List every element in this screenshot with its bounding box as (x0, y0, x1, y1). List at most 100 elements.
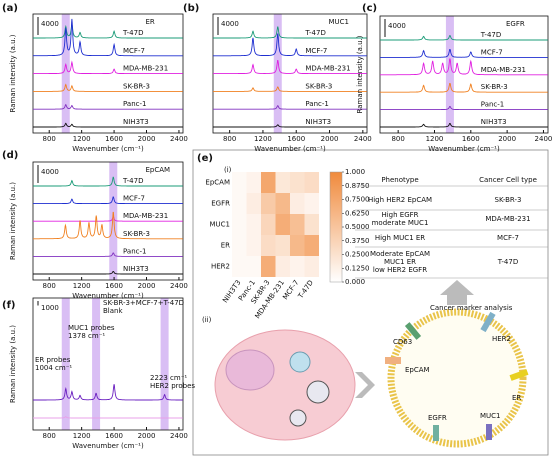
colorbar-tick-label: 0.7500 (345, 196, 370, 204)
x-tick-label: 2000 (138, 135, 156, 143)
spectrum (33, 384, 183, 401)
spectrum (33, 103, 183, 110)
arrow (440, 280, 474, 305)
x-tick-label: 2400 (170, 135, 188, 143)
x-tick-label: 2000 (321, 135, 339, 143)
spectrum (33, 83, 183, 92)
series-label: MCF-7 (123, 195, 145, 203)
marker-label: ER (512, 394, 521, 402)
heat-cell (246, 256, 261, 277)
colorbar-tick-label: 0.5000 (345, 223, 370, 231)
row-label: HER2 (211, 263, 230, 271)
heat-cell (246, 193, 261, 214)
cell-type: MCF-7 (497, 234, 519, 242)
row-label: EGFR (211, 200, 230, 208)
heat-cell (304, 235, 319, 256)
y-axis-label: Raman intensity (a.u.) (356, 35, 364, 113)
heat-cell (261, 235, 276, 256)
series-label: T-47D (304, 29, 325, 37)
table-header: Cancer Cell type (479, 176, 537, 184)
x-tick-label: 1600 (287, 135, 305, 143)
heat-cell (290, 235, 305, 256)
x-tick-label: 800 (43, 282, 56, 290)
phenotype: low HER2 EGFR (373, 266, 427, 274)
annotation: HER2 probes (150, 382, 195, 390)
heat-cell (232, 256, 247, 277)
spectrum (33, 211, 183, 240)
x-tick-label: 800 (391, 135, 404, 143)
heat-cell (290, 172, 305, 193)
panel-title: EGFR (506, 20, 525, 28)
spectrum (33, 196, 183, 205)
marker-label: CD63 (393, 338, 412, 346)
series-label: MDA-MB-231 (123, 65, 168, 73)
spectrum (33, 270, 183, 275)
heat-cell (261, 214, 276, 235)
series-label: T-47D (480, 31, 501, 39)
spectrum (213, 105, 367, 110)
x-tick-label: 2400 (354, 135, 372, 143)
diagram-title: Cancer marker analysis (430, 304, 513, 312)
plot-frame (32, 297, 184, 431)
phenotype: MUC1 ER (384, 258, 416, 266)
highlight-band (61, 298, 70, 430)
scale-bar-label: 4000 (388, 22, 406, 30)
series-label: SK-BR-3 (481, 83, 508, 91)
x-tick-label: 800 (43, 135, 56, 143)
x-tick-label: 1200 (254, 135, 272, 143)
panel-title: EpCAM (146, 166, 171, 174)
heat-cell (232, 172, 247, 193)
series-label: SK-BR-3 (123, 82, 150, 90)
panel-title: MUC1 (329, 18, 350, 26)
x-axis-label: Wavenumber (cm⁻¹) (72, 145, 144, 153)
series-label: SK-BR-3+MCF-7+T-47D (103, 299, 184, 307)
sub-label: (i) (224, 166, 232, 174)
heat-cell (275, 256, 290, 277)
panel-e-frame (192, 149, 549, 456)
highlight-band (109, 162, 118, 280)
panel-label: (c) (362, 3, 377, 14)
x-tick-label: 1200 (73, 282, 91, 290)
panel-label: (e) (197, 153, 213, 164)
spectrum (33, 18, 183, 57)
phenotype: moderate MUC1 (372, 219, 429, 227)
x-tick-label: 1600 (105, 135, 123, 143)
spectrum (33, 24, 183, 39)
annotation: 2223 cm⁻¹ (150, 374, 187, 382)
y-axis-label: Raman intensity (a.u.) (9, 182, 17, 260)
highlight-band (445, 16, 454, 133)
marker (486, 424, 492, 440)
series-label: Panc-1 (123, 247, 146, 255)
panel-title: ER (146, 18, 155, 26)
scale-bar-label: 4000 (41, 168, 59, 176)
scale-bar-label: 1000 (41, 304, 59, 312)
colorbar-tick-label: 0.2500 (345, 251, 370, 259)
marker-label: EpCAM (405, 366, 430, 374)
sub-label: (ii) (202, 316, 212, 324)
highlight-band (92, 298, 101, 430)
marker-label: MUC1 (480, 412, 501, 420)
row-label: MUC1 (209, 221, 230, 229)
series-label: MDA-MB-231 (123, 212, 168, 220)
heat-cell (261, 256, 276, 277)
x-tick-label: 2000 (498, 135, 516, 143)
colorbar-tick-label: 0.3750 (345, 237, 370, 245)
heat-cell (304, 214, 319, 235)
y-axis-label: Raman intensity (a.u.) (9, 34, 17, 112)
column-label: T-47D (296, 279, 315, 301)
series-label: NIH3T3 (481, 118, 507, 126)
colorbar (329, 171, 343, 283)
table-header: Phenotype (381, 176, 418, 184)
panel-label: (b) (183, 3, 199, 14)
heat-cell (261, 193, 276, 214)
series-label: Panc-1 (123, 100, 146, 108)
x-tick-label: 1600 (105, 432, 123, 440)
heat-cell (275, 193, 290, 214)
x-tick-label: 2000 (138, 432, 156, 440)
arrow (355, 372, 375, 398)
heat-cell (275, 172, 290, 193)
heat-cell (304, 256, 319, 277)
highlight-band (160, 298, 169, 430)
heat-cell (261, 172, 276, 193)
